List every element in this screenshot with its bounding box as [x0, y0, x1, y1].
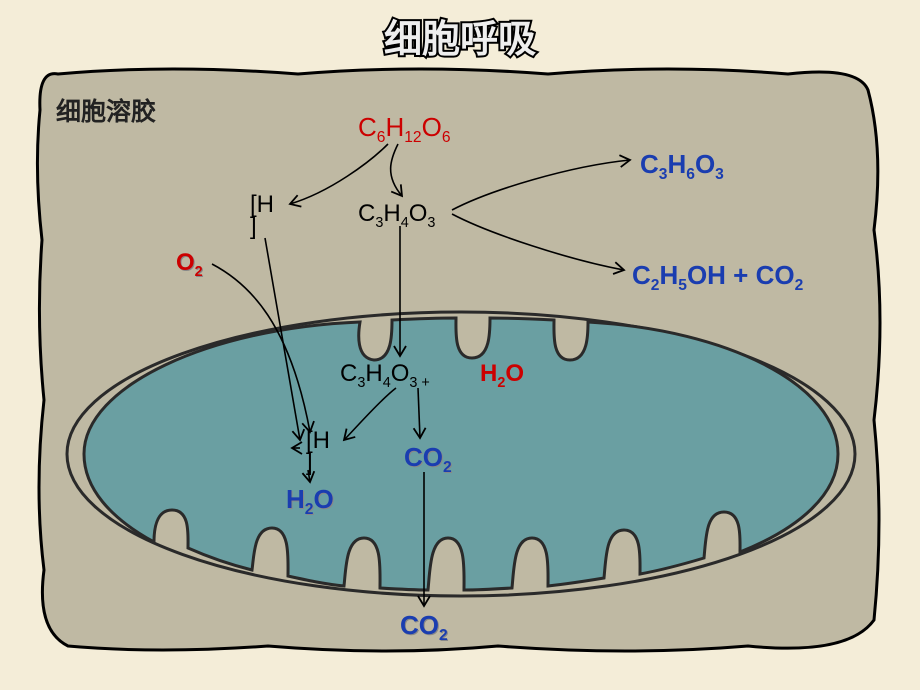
formula: [H]	[306, 430, 324, 473]
formula: C3H4O3	[358, 200, 435, 231]
formula: C3H4O3 +	[340, 360, 430, 391]
mitochondrion	[60, 306, 862, 602]
formula: H2O	[480, 360, 524, 391]
formula: C2H5OH + CO2	[632, 260, 803, 295]
cytosol-label: 细胞溶胶	[56, 92, 156, 128]
formula: O2	[176, 249, 203, 280]
page-title: 细胞呼吸 细胞呼吸	[0, 8, 920, 63]
formula: C3H6O3	[640, 149, 724, 184]
formula: [H]	[250, 194, 268, 237]
mito-inner	[84, 318, 838, 590]
formula: CO2	[404, 442, 452, 477]
formula: CO2	[400, 610, 448, 645]
formula: H2O	[286, 484, 334, 519]
formula: C6H12O6	[358, 112, 451, 147]
